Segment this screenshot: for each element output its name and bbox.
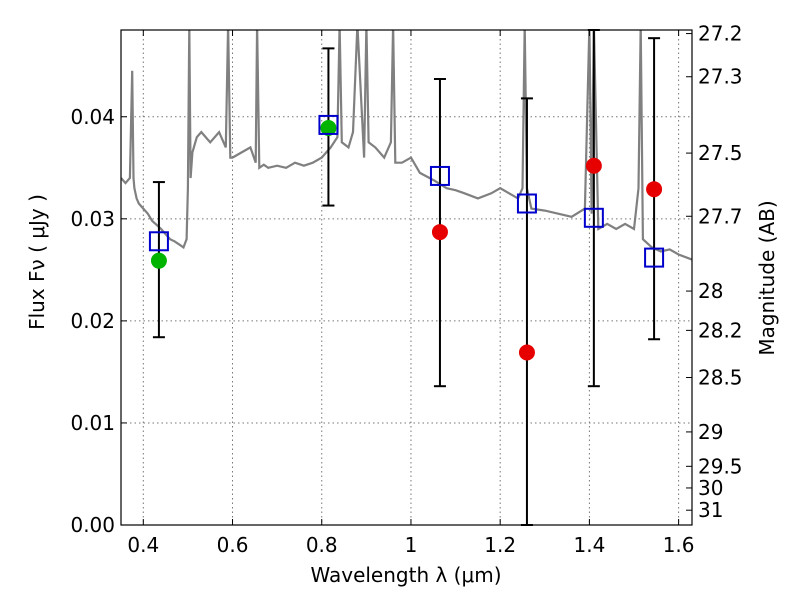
plot-frame	[120, 29, 693, 526]
y2-tick-label: 28	[698, 279, 723, 303]
measurement-point	[431, 224, 448, 241]
x-axis-label: Wavelength λ (μm)	[310, 563, 501, 587]
y-tick-label: 0.02	[70, 309, 115, 333]
x-tick-label: 0.8	[306, 533, 338, 557]
y-axis-label: Flux Fν ( μJy )	[25, 194, 49, 330]
y2-tick-label: 27.2	[698, 22, 743, 46]
model-point	[318, 114, 339, 135]
x-tick-label: 1.4	[573, 533, 605, 557]
y-tick-label: 0.03	[70, 207, 115, 231]
x-tick-label: 0.6	[217, 533, 249, 557]
grid-lines	[121, 30, 692, 526]
y2-tick-label: 27.3	[698, 65, 743, 89]
measurement-point	[518, 344, 535, 361]
data-markers	[148, 114, 665, 361]
y2-tick-label: 27.7	[698, 204, 743, 228]
model-point	[516, 193, 537, 214]
model-point	[148, 231, 169, 252]
y2-tick-label: 31	[698, 498, 723, 522]
axis-ticks	[121, 30, 692, 526]
y2-tick-label: 30	[698, 476, 723, 500]
model-point	[583, 207, 604, 228]
y2-tick-label: 27.5	[698, 141, 743, 165]
x-tick-label: 1.6	[663, 533, 695, 557]
measurement-point	[646, 181, 663, 198]
spectrum-line	[121, 30, 692, 261]
y2-tick-label: 29.5	[698, 454, 743, 478]
y-tick-label: 0.04	[70, 105, 115, 129]
y2-tick-label: 28.5	[698, 366, 743, 390]
y2-tick-label: 29	[698, 420, 723, 444]
measurement-point	[585, 157, 602, 174]
y-tick-label: 0.00	[70, 513, 115, 537]
y2-axis-label: Magnitude (AB)	[755, 200, 779, 355]
detection-point	[320, 119, 337, 136]
model-point	[429, 165, 450, 186]
spectrum-series	[121, 30, 692, 261]
detection-point	[150, 252, 167, 269]
model-point	[644, 247, 665, 268]
y2-tick-label: 28.2	[698, 318, 743, 342]
x-tick-label: 0.4	[127, 533, 159, 557]
axis-tick-labels: 0.4 0.6 0.8 1 1.2 1.4 1.6 0.00 0.01 0.02 0.03 0.04 2…	[70, 22, 742, 557]
x-tick-label: 1	[405, 533, 418, 557]
x-tick-label: 1.2	[484, 533, 516, 557]
y-tick-label: 0.01	[70, 411, 115, 435]
